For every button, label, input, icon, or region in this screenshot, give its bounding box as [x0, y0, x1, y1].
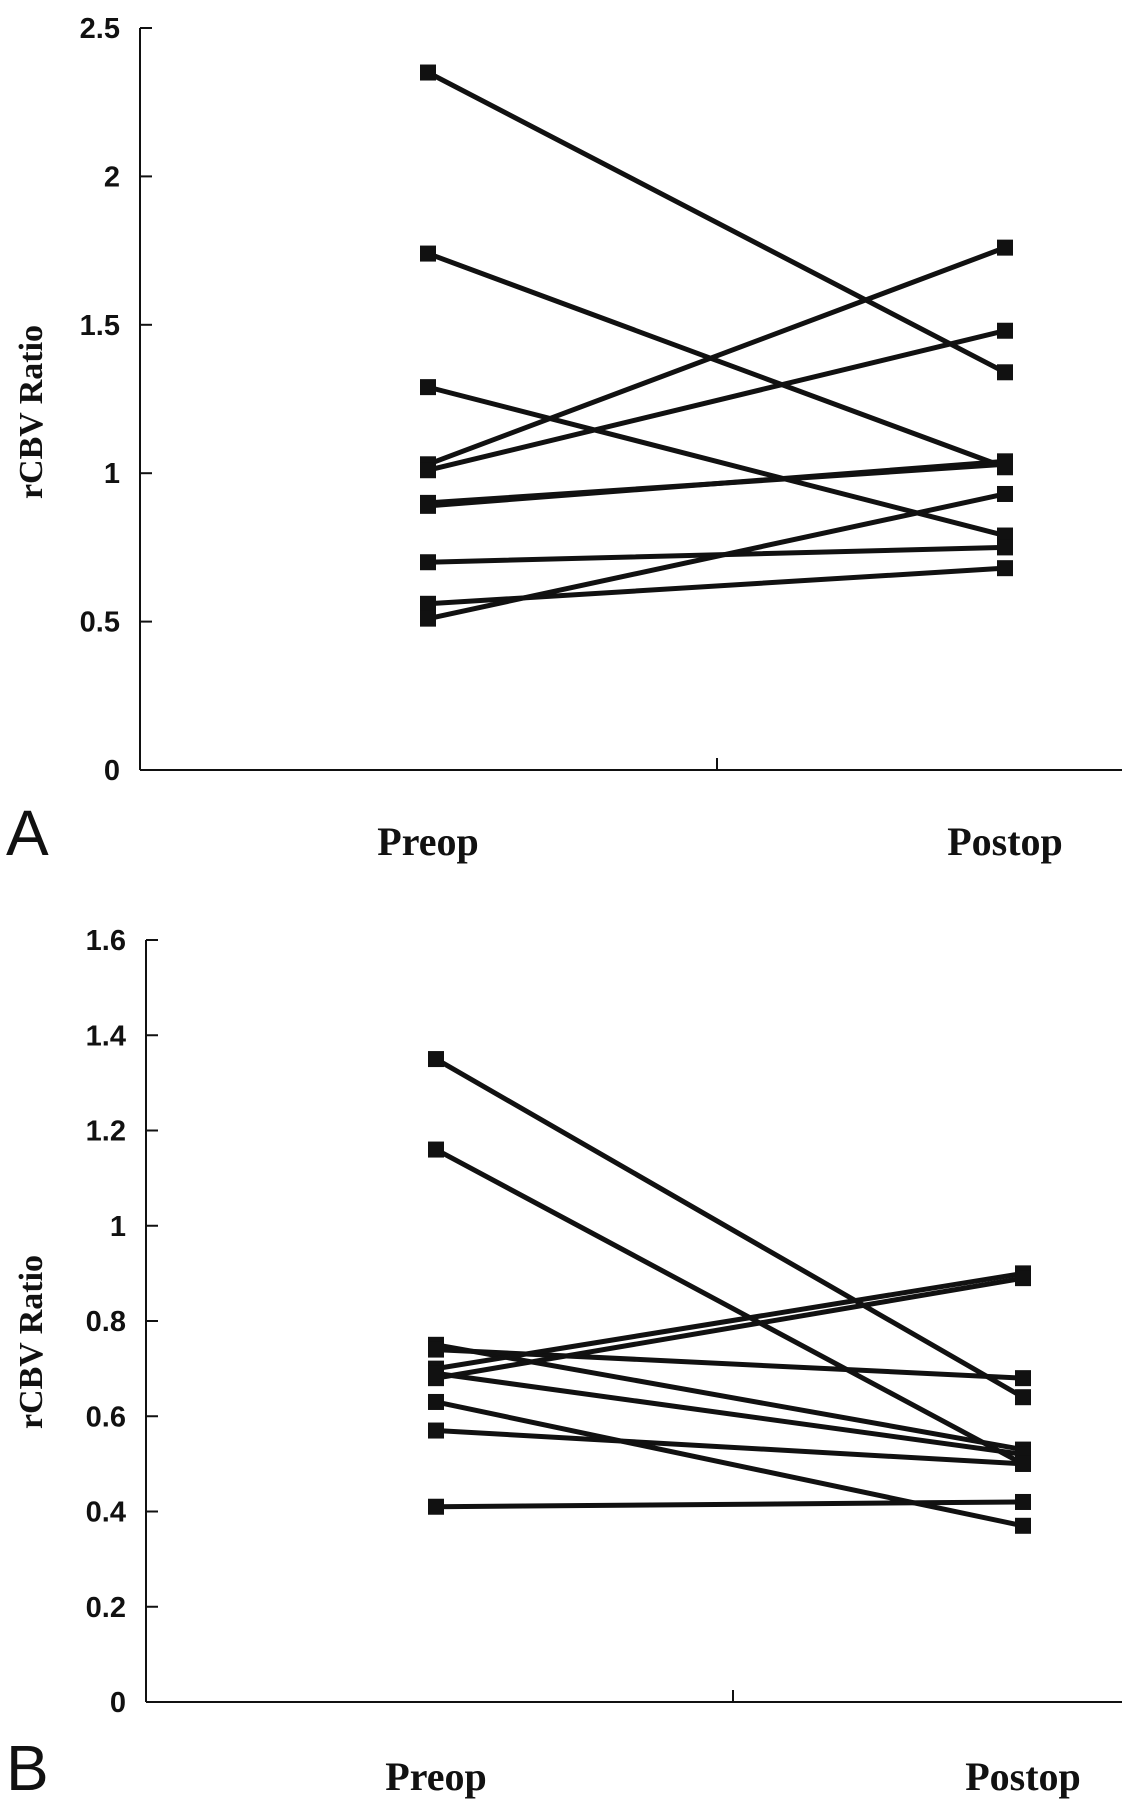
series-9: [428, 1422, 1031, 1472]
panel-label: B: [6, 1732, 49, 1800]
series-10: [428, 1493, 1031, 1515]
series-1: [420, 64, 1013, 381]
data-point-marker: [428, 1141, 444, 1158]
x-category-label: Preop: [377, 819, 478, 864]
x-category-label: Postop: [947, 819, 1063, 864]
y-tick-label: 0.2: [86, 1592, 126, 1624]
series-line: [433, 1270, 1026, 1372]
data-point-marker: [997, 322, 1013, 339]
series-line: [433, 1370, 1026, 1457]
series-9: [420, 560, 1013, 612]
y-tick-label: 1.2: [86, 1116, 126, 1148]
y-tick-label: 0.6: [86, 1401, 126, 1433]
y-tick-label: 0.4: [86, 1497, 126, 1529]
chart-panel-a: 0 0.5 1 1.5 2 2.5 Preop Postop rCBV Ratio A: [6, 13, 1122, 869]
series-line: [433, 1275, 1026, 1381]
series-line: [425, 245, 1008, 467]
data-point-marker: [1015, 1389, 1031, 1406]
data-point-marker: [1015, 1270, 1031, 1287]
y-tick-label: 1.4: [86, 1020, 126, 1052]
y-tick-label: 2: [104, 161, 120, 193]
x-category-label: Postop: [965, 1754, 1081, 1799]
series-1: [428, 1051, 1031, 1406]
data-point-marker: [420, 494, 436, 511]
data-point-marker: [420, 379, 436, 396]
y-axis-title: rCBV Ratio: [13, 325, 50, 499]
series-line: [433, 1056, 1026, 1400]
data-point-marker: [428, 1422, 444, 1439]
panel-label: A: [6, 797, 49, 869]
series-line: [433, 1147, 1026, 1467]
y-tick-label: 0: [110, 1687, 126, 1719]
data-point-marker: [997, 539, 1013, 556]
data-point-marker: [428, 1341, 444, 1358]
series-line: [425, 384, 1008, 539]
data-point-marker: [1015, 1493, 1031, 1510]
x-category-label: Preop: [385, 1754, 486, 1799]
y-tick-label: 1: [104, 458, 120, 490]
y-tick-label: 0: [104, 755, 120, 787]
data-point-marker: [428, 1365, 444, 1382]
series-line: [425, 491, 1008, 622]
series-line: [425, 70, 1008, 375]
data-point-marker: [420, 64, 436, 81]
data-point-marker: [420, 245, 436, 262]
chart-panel-b: 0 0.2 0.4 0.6 0.8 1 1.2 1.4 1.6 Preop Postop rCBV R…: [6, 925, 1122, 1800]
data-point-marker: [1015, 1517, 1031, 1534]
series-line: [425, 461, 1008, 506]
series-line: [433, 1428, 1026, 1467]
series-10: [420, 485, 1013, 627]
y-tick-label: 1: [110, 1211, 126, 1243]
y-tick-label: 0.5: [80, 607, 120, 639]
series-6: [428, 1270, 1031, 1387]
data-point-marker: [997, 485, 1013, 502]
series-3: [420, 379, 1013, 544]
y-tick-label: 0.8: [86, 1306, 126, 1338]
series-line: [425, 251, 1008, 470]
series-line: [425, 328, 1008, 473]
data-point-marker: [428, 1393, 444, 1410]
y-axis-title: rCBV Ratio: [13, 1255, 50, 1429]
data-point-marker: [1015, 1455, 1031, 1472]
data-point-marker: [428, 1498, 444, 1515]
data-point-marker: [420, 462, 436, 479]
data-point-marker: [420, 554, 436, 571]
series-7: [420, 456, 1013, 511]
data-point-marker: [997, 239, 1013, 256]
y-tick-label: 2.5: [80, 13, 120, 45]
data-point-marker: [997, 560, 1013, 577]
y-tick-label: 1.5: [80, 310, 120, 342]
series-line: [433, 1499, 1026, 1510]
y-tick-label: 1.6: [86, 925, 126, 957]
data-point-marker: [1015, 1370, 1031, 1387]
data-point-marker: [997, 456, 1013, 473]
data-point-marker: [420, 595, 436, 612]
data-point-marker: [997, 364, 1013, 381]
data-point-marker: [420, 610, 436, 627]
series-2: [428, 1141, 1031, 1472]
data-point-marker: [428, 1051, 444, 1068]
series-5: [420, 322, 1013, 479]
